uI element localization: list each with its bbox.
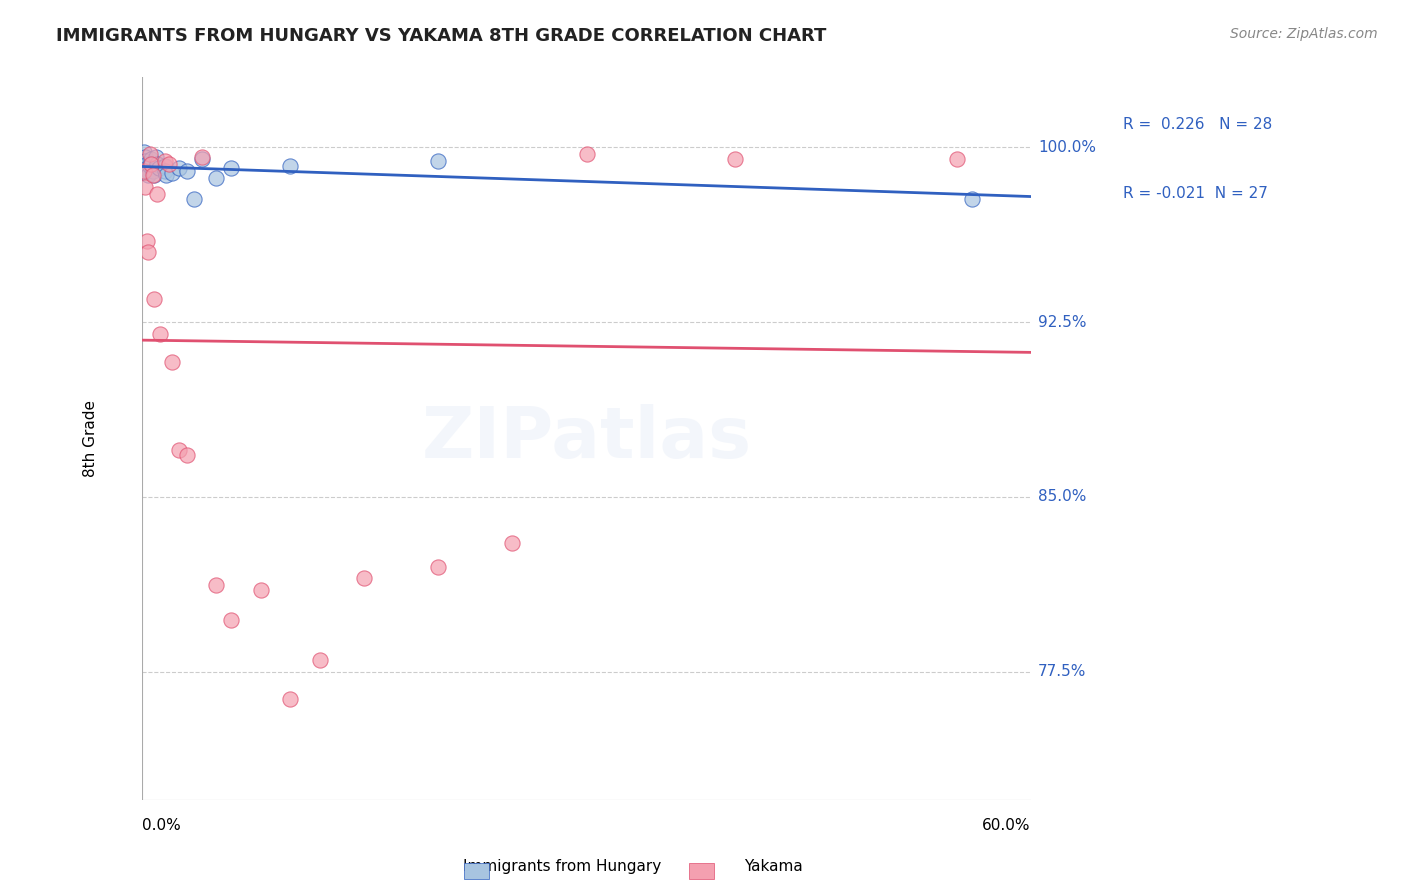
Point xyxy=(723,152,745,166)
Point xyxy=(136,245,159,260)
Point xyxy=(153,159,176,173)
Point xyxy=(141,152,163,166)
Point xyxy=(190,152,212,166)
Text: Source: ZipAtlas.com: Source: ZipAtlas.com xyxy=(1230,27,1378,41)
Point xyxy=(141,156,163,170)
Text: 8th Grade: 8th Grade xyxy=(83,400,98,477)
Point xyxy=(169,161,191,176)
Point xyxy=(145,150,167,164)
Bar xyxy=(1076,101,1112,147)
Point xyxy=(160,166,183,180)
Point xyxy=(280,692,302,706)
Text: R = -0.021  N = 27: R = -0.021 N = 27 xyxy=(1122,186,1267,202)
Point xyxy=(157,156,180,170)
Text: 60.0%: 60.0% xyxy=(983,818,1031,833)
Point xyxy=(169,443,191,458)
Point xyxy=(138,159,160,173)
Text: 77.5%: 77.5% xyxy=(1038,664,1087,679)
Point xyxy=(132,145,155,159)
Text: IMMIGRANTS FROM HUNGARY VS YAKAMA 8TH GRADE CORRELATION CHART: IMMIGRANTS FROM HUNGARY VS YAKAMA 8TH GR… xyxy=(56,27,827,45)
Point xyxy=(138,147,160,161)
Point xyxy=(135,234,157,248)
Point xyxy=(135,161,157,176)
Point xyxy=(141,156,163,170)
Point xyxy=(132,163,155,178)
Point xyxy=(148,161,170,176)
Point xyxy=(155,169,177,183)
Point xyxy=(136,169,159,183)
Point xyxy=(960,192,983,206)
Point xyxy=(249,582,271,597)
Point xyxy=(134,154,156,169)
Point xyxy=(153,163,176,178)
Point xyxy=(280,159,302,173)
Point xyxy=(146,156,169,170)
Point xyxy=(135,156,157,170)
Bar xyxy=(1076,170,1112,218)
Point xyxy=(149,326,172,341)
Point xyxy=(945,152,967,166)
Point xyxy=(353,571,375,585)
Point xyxy=(183,192,205,206)
Text: 92.5%: 92.5% xyxy=(1038,315,1087,329)
Point xyxy=(142,169,165,183)
Point xyxy=(176,448,198,462)
Point xyxy=(427,559,450,574)
Point xyxy=(143,292,166,306)
Text: Yakama: Yakama xyxy=(744,859,803,874)
Point xyxy=(143,169,166,183)
Text: ZIPatlas: ZIPatlas xyxy=(422,404,752,473)
Point xyxy=(190,150,212,164)
Point xyxy=(575,147,598,161)
Point xyxy=(176,163,198,178)
Point xyxy=(136,163,159,178)
Point xyxy=(427,154,450,169)
FancyBboxPatch shape xyxy=(1064,85,1406,292)
Text: Immigrants from Hungary: Immigrants from Hungary xyxy=(463,859,662,874)
Text: 0.0%: 0.0% xyxy=(142,818,181,833)
Point xyxy=(219,613,242,627)
Point xyxy=(160,354,183,368)
Point xyxy=(142,163,165,178)
Point xyxy=(134,150,156,164)
Point xyxy=(309,653,332,667)
Point xyxy=(219,161,242,176)
Point xyxy=(153,154,176,169)
Point xyxy=(146,186,169,201)
Point xyxy=(205,578,228,592)
Text: R =  0.226   N = 28: R = 0.226 N = 28 xyxy=(1122,117,1272,131)
Point xyxy=(501,536,523,550)
Text: 100.0%: 100.0% xyxy=(1038,140,1097,155)
Point xyxy=(205,170,228,185)
Point xyxy=(134,180,156,194)
Text: 85.0%: 85.0% xyxy=(1038,490,1087,504)
